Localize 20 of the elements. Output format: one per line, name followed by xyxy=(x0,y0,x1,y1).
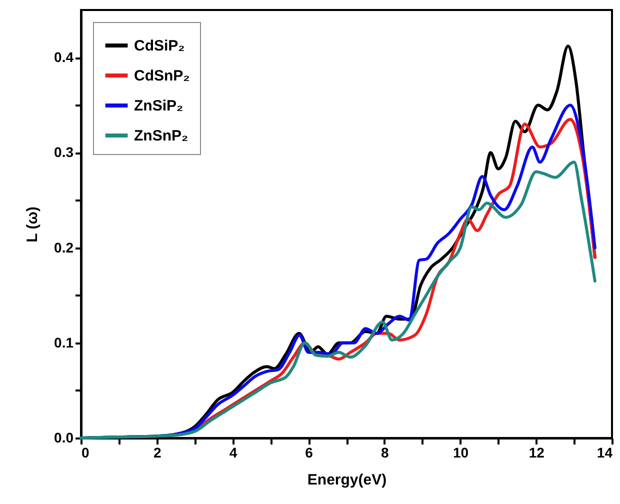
x-tick-label: 0 xyxy=(82,444,90,460)
y-axis-title: L (ω) xyxy=(24,206,42,242)
x-tick-label: 8 xyxy=(381,444,390,460)
x-tick-label: 6 xyxy=(305,444,314,460)
x-tick-label: 2 xyxy=(153,444,162,460)
x-tick-label: 14 xyxy=(596,444,613,460)
y-tick-label: 0.3 xyxy=(54,144,74,160)
y-tick-label: 0.0 xyxy=(54,430,74,446)
x-tick-label: 10 xyxy=(452,444,469,460)
line-series xyxy=(80,160,596,440)
y-tick-label: 0.2 xyxy=(54,239,74,256)
legend-label: ZnSnP₂ xyxy=(134,128,188,144)
y-tick-label: 0.1 xyxy=(54,334,74,350)
x-axis-title: Energy(eV) xyxy=(307,472,387,488)
x-tick-label: 4 xyxy=(229,444,238,460)
legend-label: CdSiP₂ xyxy=(134,38,185,54)
legend-label: CdSnP₂ xyxy=(134,68,190,84)
x-tick-label: 12 xyxy=(528,444,545,460)
y-tick-label: 0.4 xyxy=(54,49,74,66)
legend-label: ZnSiP₂ xyxy=(134,98,184,114)
